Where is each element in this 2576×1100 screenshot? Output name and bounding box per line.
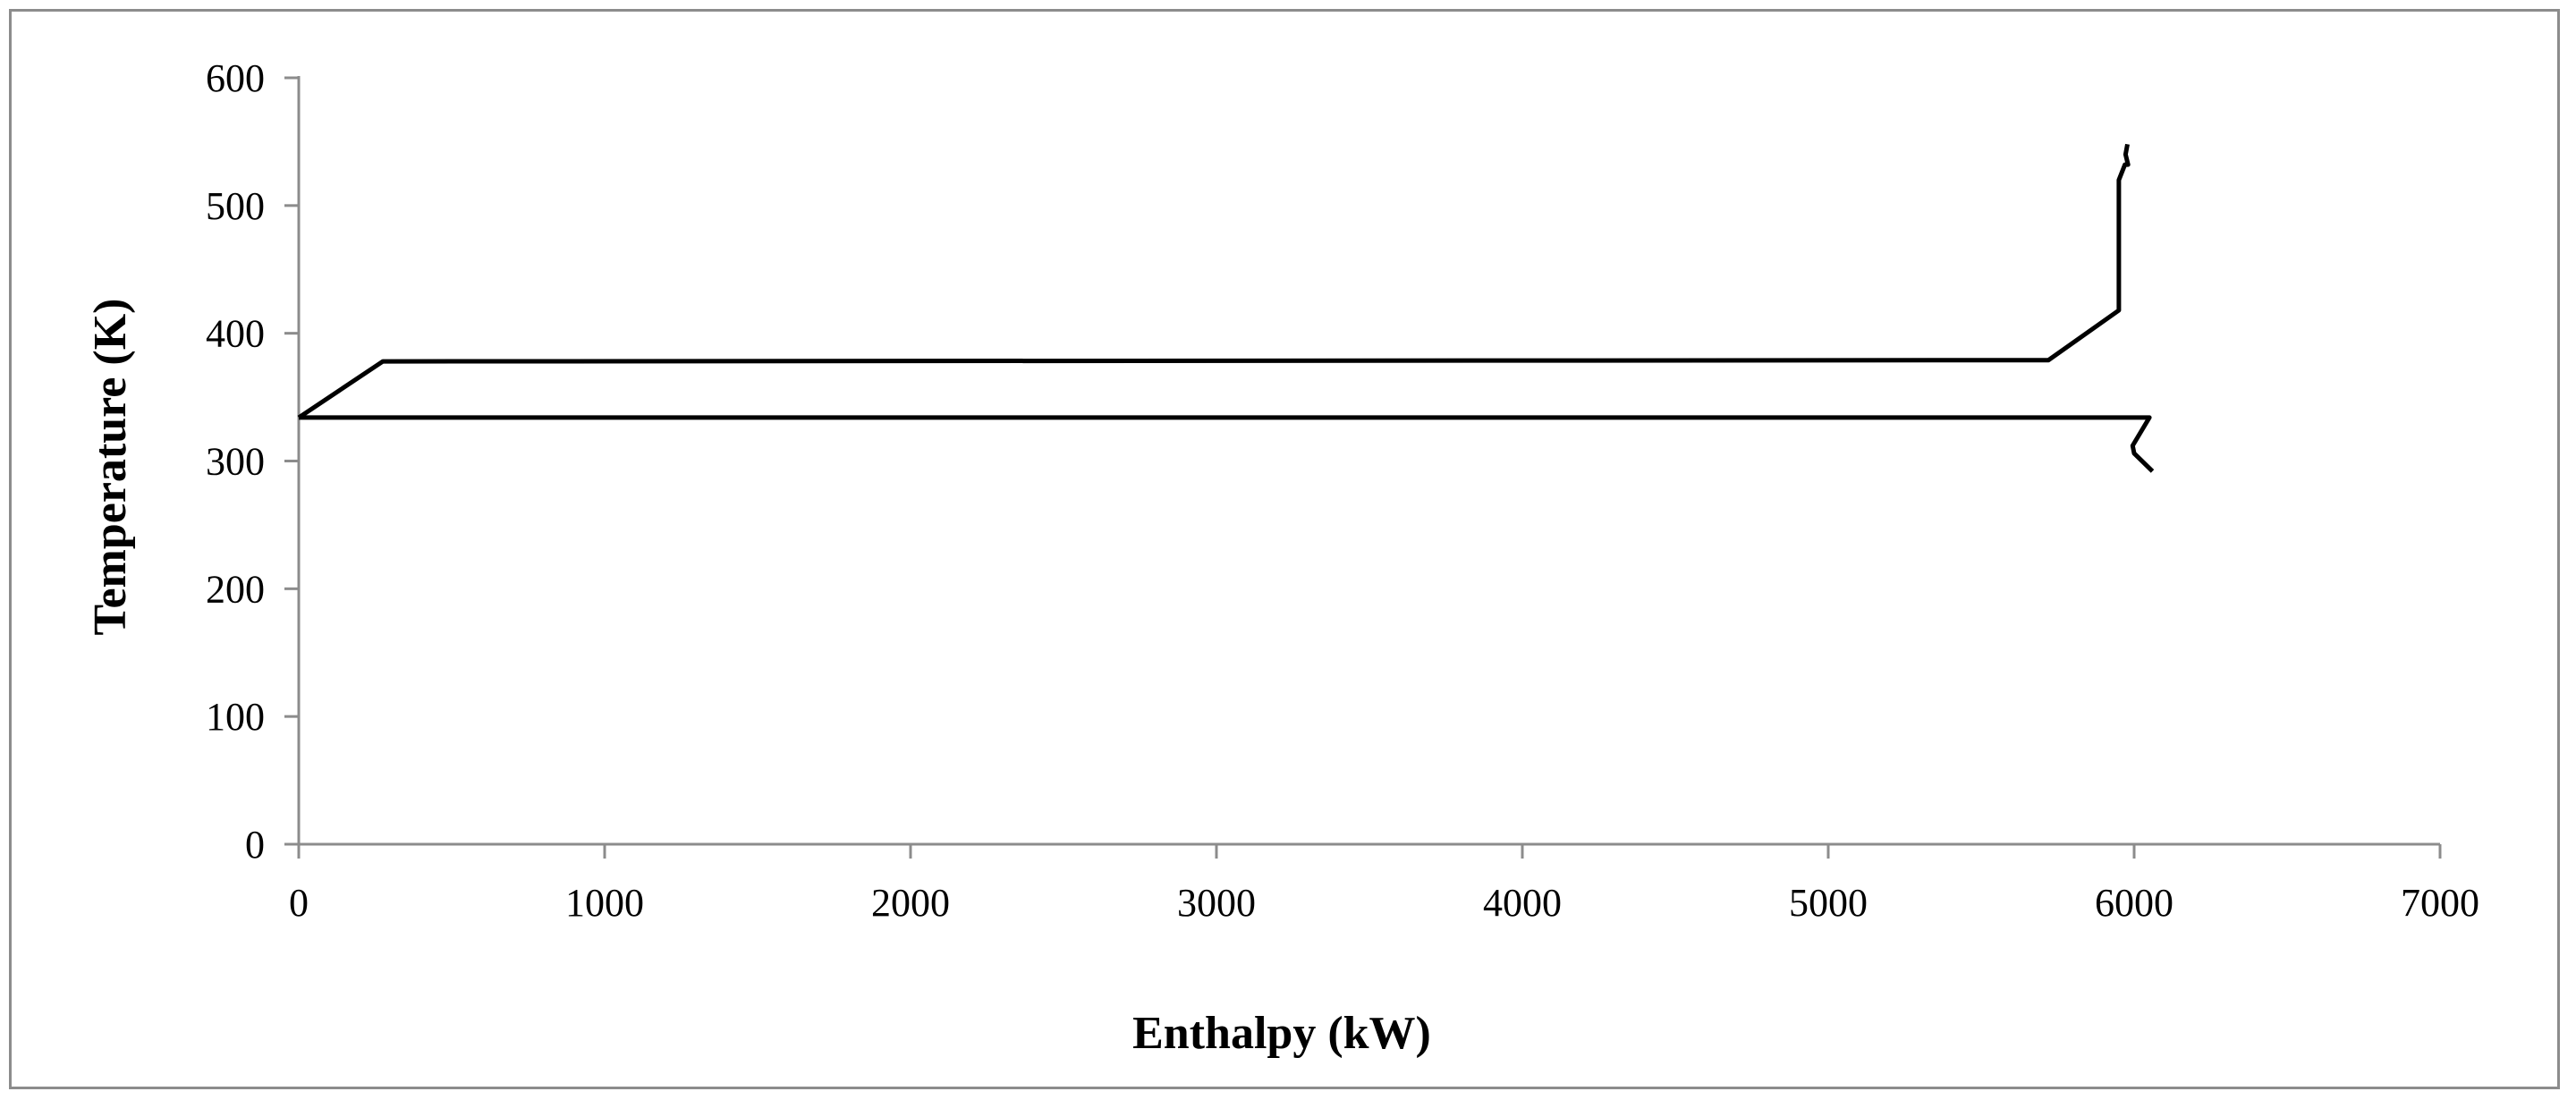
x-tick-label: 3000 xyxy=(1177,881,1256,925)
y-tick-label: 300 xyxy=(206,440,265,484)
series-line-1 xyxy=(297,143,2131,419)
x-tick-label: 0 xyxy=(289,881,309,925)
x-tick-label: 1000 xyxy=(565,881,644,925)
series-line-2 xyxy=(299,415,2155,473)
y-tick-label: 0 xyxy=(245,823,265,867)
x-tick-label: 7000 xyxy=(2401,881,2479,925)
y-tick-label: 500 xyxy=(206,184,265,228)
y-tick-label: 400 xyxy=(206,312,265,356)
series-layer xyxy=(297,143,2155,473)
chart-frame xyxy=(9,9,2560,1089)
x-tick-label: 2000 xyxy=(871,881,950,925)
x-tick-label: 5000 xyxy=(1789,881,1868,925)
x-axis-title: Enthalpy (kW) xyxy=(1132,1008,1431,1059)
x-tick-label: 4000 xyxy=(1483,881,1562,925)
y-axis-title: Temperature (K) xyxy=(85,299,136,636)
y-tick-label: 600 xyxy=(206,56,265,100)
y-tick-label: 200 xyxy=(206,567,265,611)
x-tick-label: 6000 xyxy=(2095,881,2174,925)
ticks xyxy=(284,76,2442,859)
y-tick-label: 100 xyxy=(206,695,265,739)
